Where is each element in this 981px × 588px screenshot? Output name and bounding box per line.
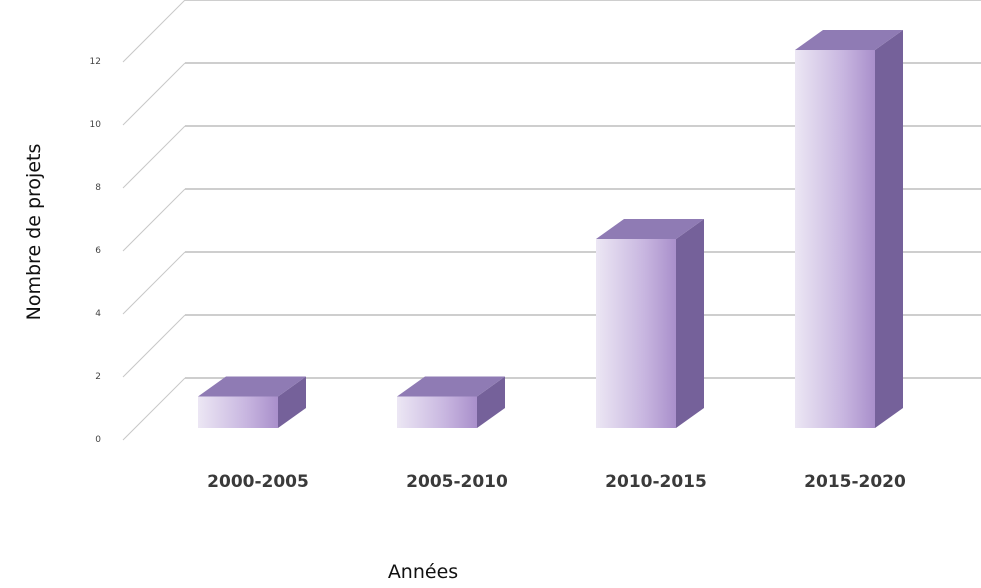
bar-top xyxy=(795,30,903,50)
x-axis-categories: 2000-2005 2005-2010 2010-2015 2015-2020 xyxy=(207,472,906,492)
gridline-wall xyxy=(122,62,186,126)
bars xyxy=(198,30,903,428)
bar-side xyxy=(875,30,903,428)
bar-side xyxy=(676,219,704,428)
gridline-wall xyxy=(122,125,186,189)
gridline-wall xyxy=(122,377,186,441)
bar-front xyxy=(795,50,875,428)
gridline-wall xyxy=(122,188,186,252)
x-category-label: 2005-2010 xyxy=(406,472,508,492)
bar-front xyxy=(397,396,477,428)
x-category-label: 2010-2015 xyxy=(605,472,707,492)
y-tick-label: 0 xyxy=(95,435,101,445)
y-axis-ticks: 0 2 4 6 8 10 12 xyxy=(90,57,102,445)
bar xyxy=(596,219,704,428)
gridline-wall xyxy=(122,0,186,63)
bar xyxy=(795,30,903,428)
y-tick-label: 10 xyxy=(90,120,102,130)
bar-top xyxy=(397,376,505,397)
bar xyxy=(397,376,505,428)
x-axis-title: Années xyxy=(388,561,458,583)
y-tick-label: 4 xyxy=(95,309,101,319)
y-tick-label: 8 xyxy=(95,183,101,193)
bar-top xyxy=(198,376,306,397)
gridline-wall xyxy=(122,314,186,378)
x-category-label: 2000-2005 xyxy=(207,472,309,492)
y-tick-label: 2 xyxy=(95,372,101,382)
bar-side xyxy=(278,376,306,428)
y-axis-title: Nombre de projets xyxy=(23,144,45,321)
bar-top xyxy=(596,219,704,239)
bar-front xyxy=(198,396,278,428)
x-category-label: 2015-2020 xyxy=(804,472,906,492)
bar-side xyxy=(477,376,505,428)
gridline-wall xyxy=(122,251,186,315)
bar xyxy=(198,376,306,428)
y-tick-label: 12 xyxy=(90,57,101,67)
y-tick-label: 6 xyxy=(95,246,101,256)
bar-front xyxy=(596,239,676,428)
